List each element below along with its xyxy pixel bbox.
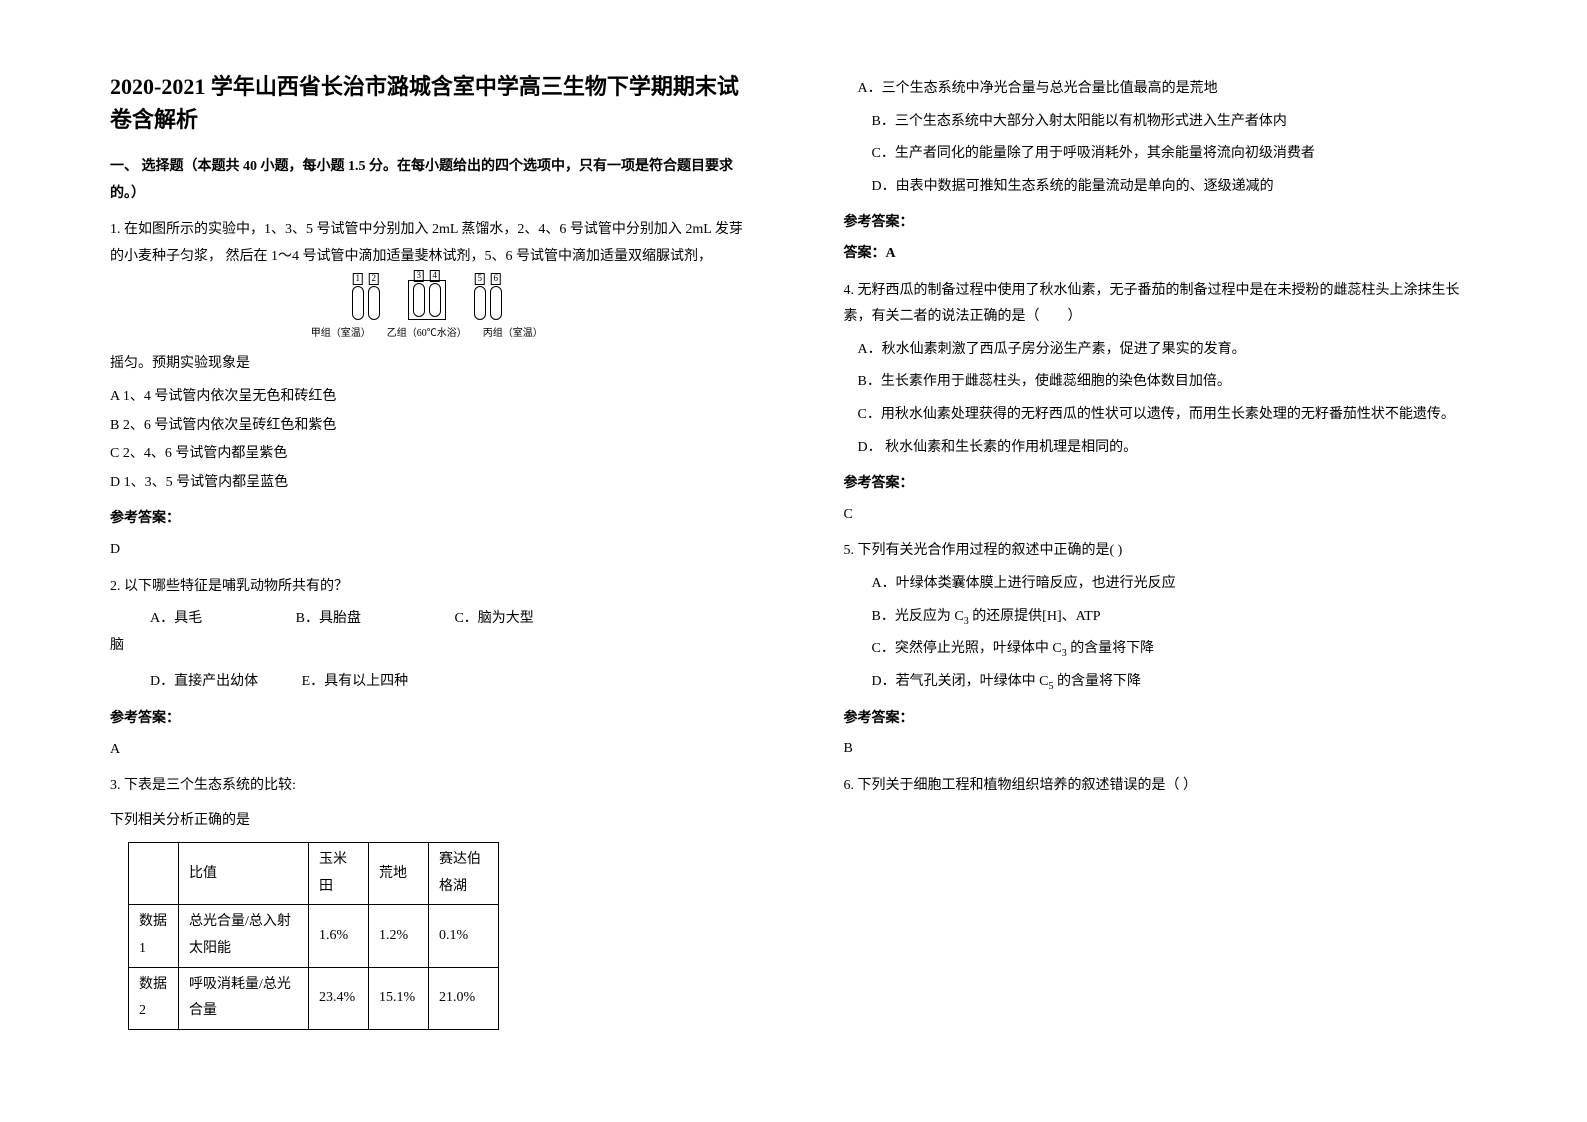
q1-text: 1. 在如图所示的实验中，1、3、5 号试管中分别加入 2mL 蒸馏水，2、4、…: [110, 217, 744, 270]
q4-optC: C．用秋水仙素处理获得的无籽西瓜的性状可以遗传，而用生长素处理的无籽番茄性状不能…: [844, 402, 1478, 429]
table-row: 比值 玉米田 荒地 赛达伯格湖: [129, 843, 499, 905]
q2-optC: C．脑为大型: [454, 606, 533, 633]
caption-c: 丙组（室温）: [483, 324, 543, 343]
q3-table: 比值 玉米田 荒地 赛达伯格湖 数据 1 总光合量/总入射太阳能 1.6% 1.…: [128, 842, 499, 1030]
q4-ans: C: [844, 502, 1478, 529]
q5-ref: 参考答案：: [844, 706, 1478, 733]
q2-ref: 参考答案：: [110, 706, 744, 733]
q5-optA: A．叶绿体类囊体膜上进行暗反应，也进行光反应: [844, 571, 1478, 598]
q5-optD: D．若气孔关闭，叶绿体中 C5 的含量将下降: [844, 669, 1478, 696]
q1-ans: D: [110, 537, 744, 564]
q1-ref: 参考答案：: [110, 506, 744, 533]
cell: 21.0%: [429, 967, 499, 1029]
q3-text: 3. 下表是三个生态系统的比较:: [110, 773, 744, 800]
th-waste: 荒地: [369, 843, 429, 905]
cell: 1.6%: [309, 905, 369, 967]
page-title: 2020-2021 学年山西省长治市潞城含室中学高三生物下学期期末试卷含解析: [110, 70, 744, 136]
q3-ans: 答案：A: [844, 241, 1478, 268]
table-row: 数据 2 呼吸消耗量/总光合量 23.4% 15.1% 21.0%: [129, 967, 499, 1029]
cell: 数据 1: [129, 905, 179, 967]
q5-optB: B．光反应为 C3 的还原提供[H]、ATP: [844, 604, 1478, 631]
q5-ans: B: [844, 736, 1478, 763]
q2-opts-row2: D．直接产出幼体 E．具有以上四种: [110, 669, 744, 696]
q3-text2: 下列相关分析正确的是: [110, 808, 744, 835]
q2-text: 2. 以下哪些特征是哺乳动物所共有的？: [110, 574, 744, 601]
q1-text2: 摇匀。预期实验现象是: [110, 351, 744, 378]
q1-optA: A 1、4 号试管内依次呈无色和砖红色: [110, 384, 744, 411]
q4-text: 4. 无籽西瓜的制备过程中使用了秋水仙素，无子番茄的制备过程中是在未授粉的雌蕊柱…: [844, 278, 1478, 331]
q4-optA: A．秋水仙素刺激了西瓜子房分泌生产素，促进了果实的发育。: [844, 337, 1478, 364]
cell: 呼吸消耗量/总光合量: [179, 967, 309, 1029]
q2-ans: A: [110, 737, 744, 764]
q2-opts-row1: A．具毛 B．具胎盘 C．脑为大型: [110, 606, 744, 633]
q2-optC-tail: 脑: [110, 633, 744, 660]
q6-text: 6. 下列关于细胞工程和植物组织培养的叙述错误的是（ ）: [844, 773, 1478, 800]
q5-text: 5. 下列有关光合作用过程的叙述中正确的是( ): [844, 538, 1478, 565]
tube-captions: 甲组（室温） 乙组（60℃水浴） 丙组（室温）: [110, 324, 744, 343]
th-lake: 赛达伯格湖: [429, 843, 499, 905]
q1-optD: D 1、3、5 号试管内都呈蓝色: [110, 470, 744, 497]
q3-optA: A．三个生态系统中净光合量与总光合量比值最高的是荒地: [844, 76, 1478, 103]
table-row: 数据 1 总光合量/总入射太阳能 1.6% 1.2% 0.1%: [129, 905, 499, 967]
cell: 15.1%: [369, 967, 429, 1029]
q3-optD: D．由表中数据可推知生态系统的能量流动是单向的、逐级递减的: [844, 174, 1478, 201]
cell: 1.2%: [369, 905, 429, 967]
cell: 数据 2: [129, 967, 179, 1029]
cell: 23.4%: [309, 967, 369, 1029]
cell: 0.1%: [429, 905, 499, 967]
th-corn: 玉米田: [309, 843, 369, 905]
q2-optB: B．具胎盘: [296, 606, 361, 633]
q2-optE: E．具有以上四种: [302, 669, 409, 696]
tube-diagram: 1 2 3 4 5 6: [110, 280, 744, 320]
q3-optC: C．生产者同化的能量除了用于呼吸消耗外，其余能量将流向初级消费者: [844, 141, 1478, 168]
q1-optC: C 2、4、6 号试管内都呈紫色: [110, 441, 744, 468]
q4-ref: 参考答案：: [844, 471, 1478, 498]
q4-optB: B．生长素作用于雌蕊柱头，使雌蕊细胞的染色体数目加倍。: [844, 369, 1478, 396]
q3-ref: 参考答案：: [844, 210, 1478, 237]
cell: 总光合量/总入射太阳能: [179, 905, 309, 967]
q4-optD: D． 秋水仙素和生长素的作用机理是相同的。: [844, 435, 1478, 462]
q3-optB: B．三个生态系统中大部分入射太阳能以有机物形式进入生产者体内: [844, 109, 1478, 136]
caption-b: 乙组（60℃水浴）: [387, 324, 467, 343]
q1-optB: B 2、6 号试管内依次呈砖红色和紫色: [110, 413, 744, 440]
q2-optA: A．具毛: [150, 606, 202, 633]
q5-optC: C．突然停止光照，叶绿体中 C3 的含量将下降: [844, 636, 1478, 663]
caption-a: 甲组（室温）: [311, 324, 371, 343]
th-ratio: 比值: [179, 843, 309, 905]
section-head: 一、 选择题（本题共 40 小题，每小题 1.5 分。在每小题给出的四个选项中，…: [110, 154, 744, 207]
q2-optD: D．直接产出幼体: [150, 669, 258, 696]
